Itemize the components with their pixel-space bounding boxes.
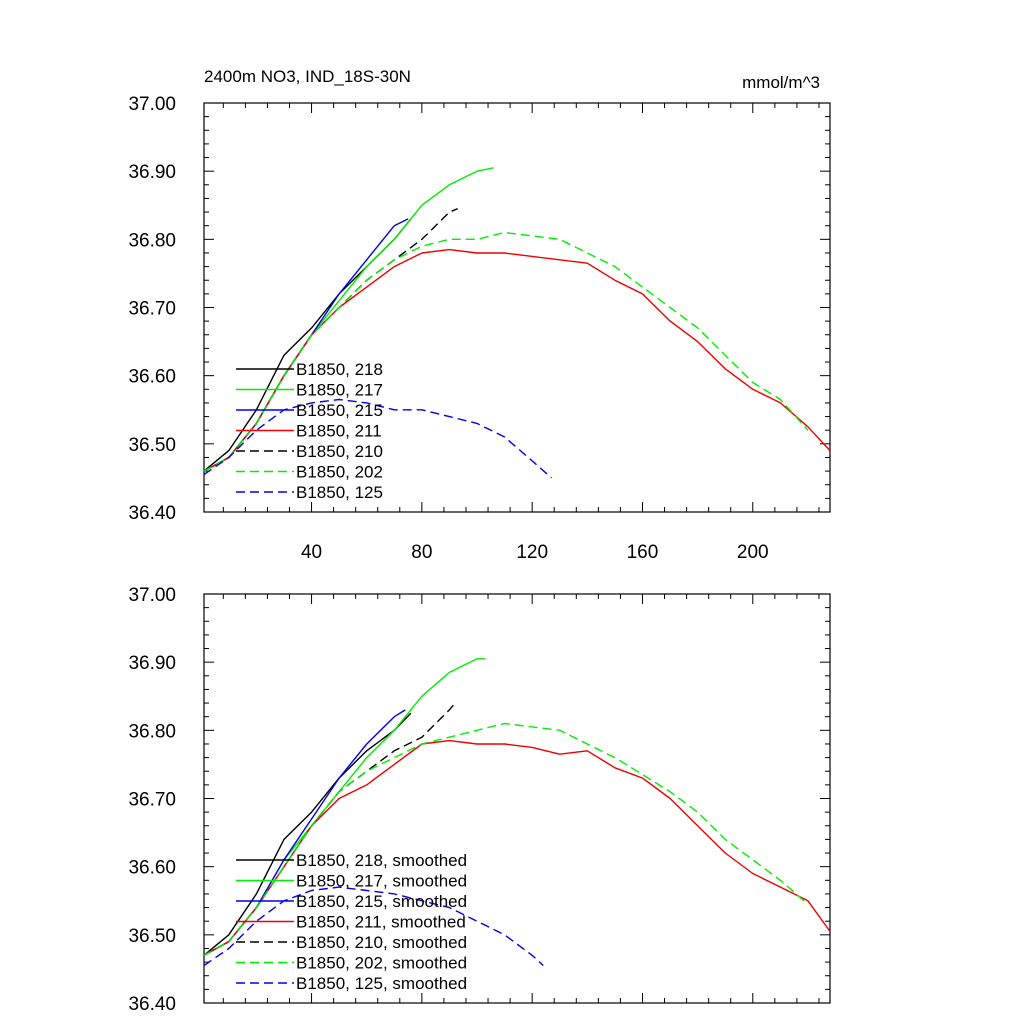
y-tick-label: 36.40 — [128, 503, 176, 524]
legend-label: B1850, 125 — [296, 483, 383, 502]
series-line — [203, 231, 809, 472]
bottom-panel: 36.40 36.50 36.60 36.70 36.80 36.90 37.00 B1850… — [128, 585, 831, 1015]
y-tick-label: 37.00 — [128, 585, 176, 606]
x-tick-label: 200 — [737, 542, 769, 563]
series-line — [203, 722, 809, 956]
series-line — [203, 398, 552, 479]
y-tick-label: 36.60 — [128, 858, 176, 879]
series-line — [203, 886, 544, 967]
x-tick-label: 160 — [627, 542, 659, 563]
y-tick-label: 36.50 — [128, 926, 176, 947]
legend-label: B1850, 217, smoothed — [296, 872, 467, 891]
y-tick-label: 36.60 — [128, 367, 176, 388]
legend-label: B1850, 215, smoothed — [296, 892, 467, 911]
series-lines — [203, 167, 831, 479]
legend-label: B1850, 218 — [296, 360, 383, 379]
legend-label: B1850, 125, smoothed — [296, 974, 467, 993]
y-tick-label: 36.70 — [128, 299, 176, 320]
figure-units: mmol/m^3 — [742, 73, 820, 92]
legend-label: B1850, 218, smoothed — [296, 851, 467, 870]
y-tick-label: 36.40 — [128, 994, 176, 1015]
legend-label: B1850, 202, smoothed — [296, 954, 467, 973]
figure-title: 2400m NO3, IND_18S-30N — [204, 67, 411, 86]
y-tick-label: 36.80 — [128, 721, 176, 742]
legend-label: B1850, 210, smoothed — [296, 933, 467, 952]
legend-label: B1850, 217 — [296, 381, 383, 400]
legend-label: B1850, 211, smoothed — [296, 913, 466, 932]
y-tick-label: 36.80 — [128, 230, 176, 251]
y-tick-label: 36.50 — [128, 435, 176, 456]
legend-label: B1850, 215 — [296, 401, 383, 420]
legend-label: B1850, 210 — [296, 442, 383, 461]
y-tick-label: 37.00 — [128, 94, 176, 115]
top-panel: 36.40 36.50 36.60 36.70 36.80 36.90 37.00 40 80 1… — [128, 94, 831, 563]
legend-label: B1850, 211 — [296, 422, 382, 441]
x-tick-label: 80 — [411, 542, 432, 563]
x-tick-label: 40 — [301, 542, 322, 563]
y-tick-label: 36.90 — [128, 653, 176, 674]
y-tick-label: 36.70 — [128, 790, 176, 811]
legend-label: B1850, 202 — [296, 463, 383, 482]
legend: B1850, 218, smoothed B1850, 217, smoothed… — [236, 851, 467, 993]
x-tick-label: 120 — [516, 542, 548, 563]
y-tick-label: 36.90 — [128, 162, 176, 183]
